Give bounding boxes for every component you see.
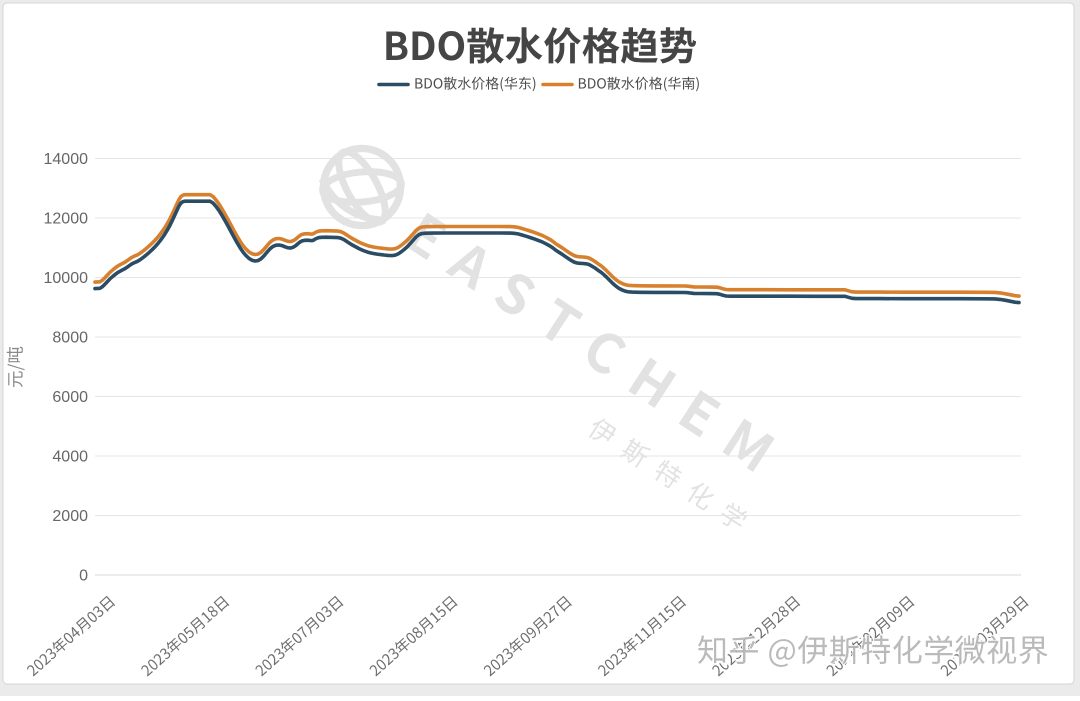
svg-text:10000: 10000 <box>44 270 89 287</box>
svg-text:12000: 12000 <box>44 210 89 227</box>
svg-text:8000: 8000 <box>52 329 88 346</box>
svg-text:6000: 6000 <box>52 389 88 406</box>
svg-text:0: 0 <box>79 567 88 584</box>
svg-text:14000: 14000 <box>44 151 89 168</box>
svg-text:4000: 4000 <box>52 448 88 465</box>
svg-text:2000: 2000 <box>52 508 88 525</box>
